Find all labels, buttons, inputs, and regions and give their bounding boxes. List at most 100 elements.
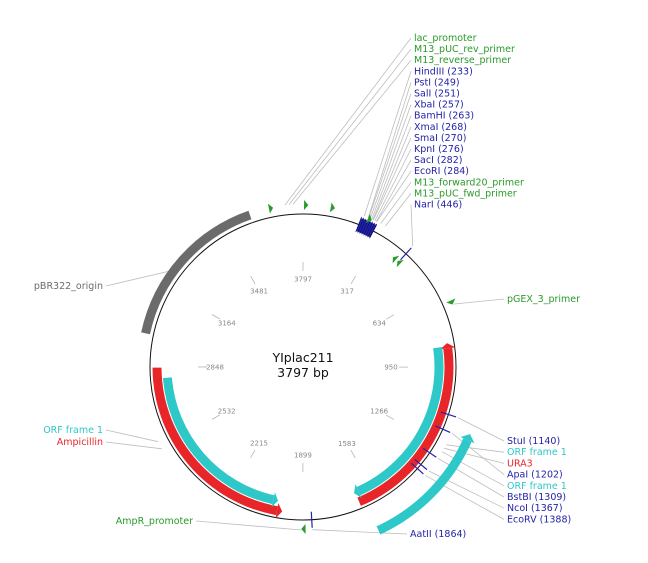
primer-arrow (392, 255, 400, 264)
leader-line (444, 447, 505, 464)
primer-arrow (329, 202, 335, 213)
tick-label: 2848 (206, 364, 224, 372)
restriction-site-mark (310, 511, 313, 528)
leader-line (453, 298, 505, 305)
tick-label: 3797 (294, 276, 312, 284)
label-pgex-3-primer: pGEX_3_primer (507, 294, 580, 305)
label-m13-reverse-primer: M13_reverse_primer (414, 55, 511, 66)
feature-arrowhead (354, 484, 362, 499)
feature-arrowhead (271, 492, 278, 508)
leader-line (457, 417, 505, 442)
mcs-site-tick (369, 223, 378, 239)
leader-line (284, 37, 412, 206)
leader-line (369, 104, 412, 219)
leader-line (410, 204, 414, 247)
tick-mark (386, 314, 395, 320)
label-bamhi-263: BamHI (263) (414, 111, 474, 122)
tick-label: 1899 (294, 452, 312, 460)
leader-line (363, 71, 412, 217)
tick-mark (385, 414, 395, 420)
label-hindiii-233: HindIII (233) (414, 66, 473, 77)
leader-line (368, 93, 412, 219)
label-kpni-276: KpnI (276) (414, 144, 464, 155)
label-aatii-1864: AatII (1864) (410, 529, 466, 540)
label-ura3: URA3 (507, 458, 533, 469)
primer-arrow (304, 200, 309, 210)
leader-line (376, 170, 412, 222)
leader-line (105, 270, 172, 287)
leader-line (195, 520, 302, 531)
plasmid-length: 3797 bp (277, 365, 329, 380)
tick-label: 634 (373, 320, 387, 328)
tick-mark (250, 275, 256, 285)
leader-line (384, 193, 412, 227)
leader-line (374, 148, 412, 221)
label-ampr-promoter: AmpR_promoter (116, 516, 193, 527)
tick-mark (350, 275, 356, 285)
label-m13-forward20-primer: M13_forward20_primer (414, 177, 524, 188)
leader-line (446, 444, 505, 453)
restriction-site-mark (414, 458, 428, 471)
restriction-site-mark (435, 425, 451, 433)
leader-line (371, 115, 412, 220)
feature-ampicillin (152, 367, 278, 516)
leader-line (367, 82, 412, 218)
leader-line (451, 432, 505, 475)
restriction-site-mark (440, 411, 457, 418)
mcs-site-tick (357, 217, 365, 233)
tick-mark (211, 314, 221, 320)
label-orf-frame-1: ORF frame 1 (507, 481, 567, 492)
tick-label: 317 (340, 287, 353, 295)
feature-arrowhead (275, 503, 283, 519)
label-m13-puc-fwd-primer: M13_pUC_fwd_primer (414, 188, 517, 199)
leader-line (312, 529, 408, 535)
label-orf-frame-1: ORF frame 1 (507, 447, 567, 458)
label-leader-lines (105, 37, 505, 535)
leader-line (375, 159, 412, 222)
tick-label: 1583 (338, 440, 356, 448)
leader-line (105, 429, 159, 443)
feature-pbr322-origin (141, 210, 252, 335)
label-ecori-284: EcoRI (284) (414, 166, 469, 177)
feature-arcs (141, 210, 475, 535)
tick-label: 2215 (250, 440, 268, 448)
feature-labels: lac_promoterM13_pUC_rev_primerM13_revers… (34, 33, 580, 540)
label-xmai-268: XmaI (268) (414, 122, 467, 133)
tick-label: 1266 (370, 408, 388, 416)
tick-mark (350, 450, 356, 459)
label-bstbi-1309: BstBI (1309) (507, 492, 566, 503)
primer-arrow (267, 203, 274, 214)
leader-line (105, 441, 163, 450)
feature-arrowhead (460, 434, 475, 444)
tick-mark (250, 449, 256, 459)
label-lac-promoter: lac_promoter (414, 33, 477, 44)
tick-label: 3164 (218, 320, 236, 328)
label-pbr322-origin: pBR322_origin (34, 281, 103, 292)
leader-line (292, 59, 412, 205)
label-stui-1140: StuI (1140) (507, 436, 560, 447)
tick-mark (211, 414, 221, 420)
label-apai-1202: ApaI (1202) (507, 470, 563, 481)
restriction-site-mark (400, 247, 412, 261)
label-smai-270: SmaI (270) (414, 133, 466, 144)
label-sali-251: SalI (251) (414, 89, 460, 100)
plasmid-backbone (149, 213, 457, 521)
primer-arrow (396, 259, 404, 268)
label-orf-frame-1: ORF frame 1 (43, 425, 103, 436)
feature-arrowhead (440, 343, 456, 350)
primer-arrow (365, 214, 372, 224)
primer-arrow (301, 524, 306, 534)
mcs-site-tick (355, 216, 362, 233)
restriction-site-mark (411, 462, 424, 475)
leader-line (373, 137, 412, 221)
label-m13-puc-rev-primer: M13_pUC_rev_primer (414, 44, 515, 55)
feature-orf-frame-1-short (376, 438, 472, 535)
restriction-site-mark (422, 447, 437, 458)
feature-orf-frame-1 (162, 377, 275, 505)
label-nari-446: NarI (446) (414, 200, 462, 211)
leader-line (442, 451, 505, 487)
leader-line (288, 48, 412, 205)
leader-line (380, 182, 412, 224)
mcs-site-tick (359, 218, 367, 234)
